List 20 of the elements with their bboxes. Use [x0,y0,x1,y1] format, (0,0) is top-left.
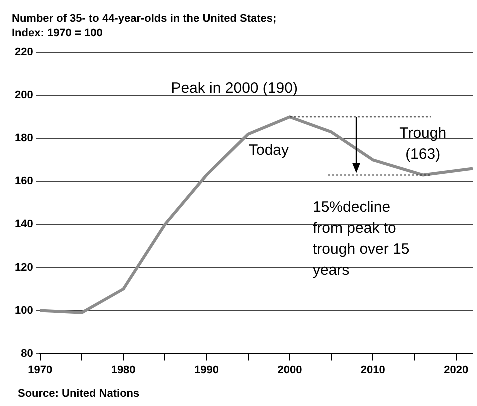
x-tick-label: 2000 [278,364,302,376]
y-tick-label: 220 [14,46,34,59]
annotation: Trough (163) [400,125,447,164]
x-tick-label: 1990 [194,364,219,376]
source-note: Source: United Nations [18,388,140,400]
x-tick-label: 1970 [28,364,53,376]
y-tick-label: 140 [14,218,34,231]
annotation: Peak in 2000 (190) [171,80,298,98]
annotation: Today [248,142,290,160]
y-tick-label: 180 [14,132,34,145]
chart-subtitle: Index: 1970 = 100 [12,27,103,40]
y-tick-label: 160 [14,176,34,188]
y-tick-label: 200 [14,90,34,102]
y-tick-label: 120 [14,262,34,274]
y-tick-label: 100 [14,304,34,317]
x-tick-label: 1980 [111,364,136,376]
x-tick-label: 2020 [444,364,469,376]
y-tick-label: 80 [21,348,34,360]
x-tick-label: 2010 [360,364,386,376]
chart-title: Number of 35- to 44-year-olds in the United States; [12,13,277,26]
